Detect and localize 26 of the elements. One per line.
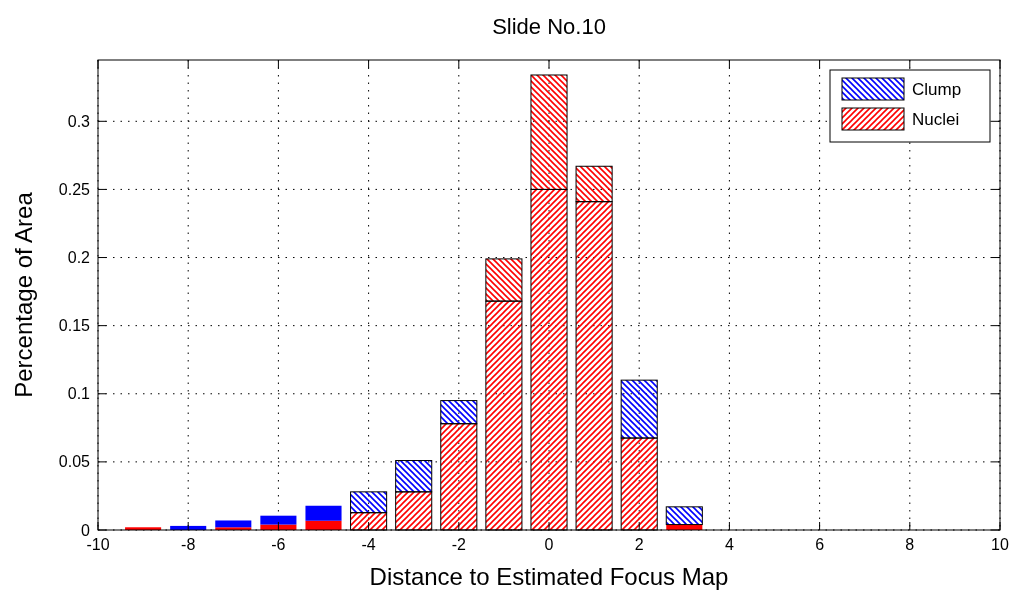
x-axis-title: Distance to Estimated Focus Map <box>369 563 729 590</box>
x-tick-label: 4 <box>724 536 734 553</box>
y-tick-label: 0.05 <box>58 453 91 471</box>
y-tick-label: 0.3 <box>67 112 91 130</box>
bar <box>215 520 252 528</box>
x-tick-label: -6 <box>271 536 286 553</box>
y-tick-label: 0.1 <box>67 385 91 403</box>
y-tick-label: 0.2 <box>67 249 91 267</box>
bar <box>305 505 342 521</box>
y-tick-label: 0.25 <box>58 181 91 199</box>
x-tick-label: 0 <box>544 536 554 553</box>
y-tick-label: 0.15 <box>58 317 91 335</box>
x-tick-label: 6 <box>815 536 825 553</box>
bar <box>260 515 297 525</box>
y-tick-label: 0 <box>81 521 91 539</box>
x-tick-label: -4 <box>361 536 376 553</box>
x-tick-label: -10 <box>86 536 110 553</box>
legend-label: Clump <box>912 79 962 99</box>
x-tick-label: 8 <box>905 536 915 553</box>
x-tick-label: 2 <box>634 536 644 553</box>
y-axis-title: Percentage of Area <box>10 191 37 398</box>
x-tick-label: -2 <box>451 536 467 553</box>
chart-title: Slide No.10 <box>492 14 606 39</box>
x-tick-label: -8 <box>181 536 196 553</box>
legend-label: Nuclei <box>912 109 960 129</box>
x-tick-label: 10 <box>991 536 1009 553</box>
